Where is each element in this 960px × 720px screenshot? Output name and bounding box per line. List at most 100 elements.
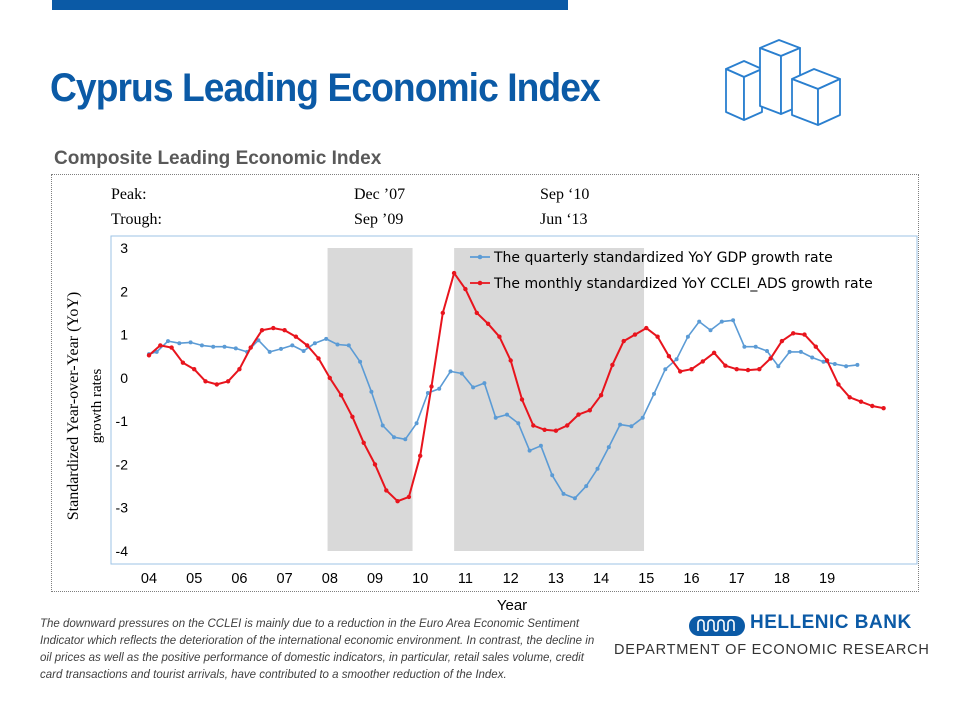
series-2-point xyxy=(734,367,739,372)
chart-frame xyxy=(51,174,919,592)
series-1-point xyxy=(267,349,272,354)
series-2-point xyxy=(451,270,457,276)
series-1-point xyxy=(674,357,679,362)
series-1-point xyxy=(742,344,747,349)
series-1-point xyxy=(256,338,261,343)
plot-area xyxy=(110,235,918,565)
y-axis-title-line2: growth rates xyxy=(89,369,105,444)
y-tick-label: 1 xyxy=(120,327,128,343)
y-tick-label: -2 xyxy=(116,456,129,472)
x-tick-label: 14 xyxy=(593,571,609,587)
series-2-point xyxy=(847,395,852,400)
series-2-point xyxy=(497,334,502,339)
trough-date-1: Sep ’09 xyxy=(354,211,404,228)
series-1-point xyxy=(448,369,453,374)
series-2-point xyxy=(711,350,717,355)
series-2-point xyxy=(180,360,186,365)
x-tick-label: 08 xyxy=(322,571,338,587)
series-2-point xyxy=(508,358,513,363)
x-tick-label: 15 xyxy=(638,571,654,587)
chart-subtitle: Composite Leading Economic Index xyxy=(54,148,382,169)
series-1-point xyxy=(685,334,690,339)
series-1-point xyxy=(765,349,769,353)
series-1-point xyxy=(538,443,543,448)
peak-label: Peak: xyxy=(111,186,147,203)
series-2-point xyxy=(881,406,886,411)
series-2-point xyxy=(316,356,321,361)
x-tick-label: 13 xyxy=(548,571,564,587)
series-2-point xyxy=(700,359,705,364)
peak-date-1: Dec ’07 xyxy=(354,186,406,203)
y-tick-label: -1 xyxy=(116,413,129,429)
legend-marker-1 xyxy=(477,254,483,260)
series-2-point xyxy=(779,338,785,344)
series-2-point xyxy=(406,494,412,500)
series-line-1 xyxy=(148,319,858,499)
peak-date-2: Sep ‘10 xyxy=(540,186,590,203)
x-tick-label: 12 xyxy=(503,571,519,587)
series-1-point xyxy=(369,389,374,394)
series-1-point xyxy=(279,346,283,351)
series-2-point xyxy=(723,363,728,368)
series-2-point xyxy=(293,334,299,339)
series-2-point xyxy=(418,453,423,458)
series-2-point xyxy=(791,331,796,336)
x-tick-label: 19 xyxy=(819,571,835,587)
series-2-point xyxy=(361,440,366,445)
x-tick-label: 07 xyxy=(277,571,293,587)
y-tick-label: 3 xyxy=(120,240,128,256)
series-2-point xyxy=(282,328,287,333)
series-2-point xyxy=(463,286,468,292)
series-2-point xyxy=(327,375,332,381)
series-1-point xyxy=(346,343,351,348)
series-1-point xyxy=(358,359,363,364)
page-title: Cyprus Leading Economic Index xyxy=(50,66,601,110)
series-1-point xyxy=(652,391,656,396)
series-1-point xyxy=(640,415,645,420)
series-1-point xyxy=(731,318,736,323)
series-1-point xyxy=(855,362,860,367)
trough-date-2: Jun ‘13 xyxy=(540,211,588,228)
series-2-point xyxy=(813,344,818,349)
top-accent-bar xyxy=(52,0,568,10)
x-tick-label: 06 xyxy=(231,571,247,587)
series-2-point xyxy=(587,408,592,413)
series-2-point xyxy=(237,367,242,372)
footnote-text: The downward pressures on the CCLEI is m… xyxy=(40,618,595,681)
x-tick-label: 11 xyxy=(458,571,473,587)
series-2-point xyxy=(768,356,773,361)
series-2-point xyxy=(531,423,536,428)
series-1-point xyxy=(832,362,837,366)
series-1-point xyxy=(335,342,340,347)
series-1-point xyxy=(844,364,849,369)
series-1-point xyxy=(776,364,781,369)
x-tick-label: 18 xyxy=(774,571,790,587)
series-1-point xyxy=(188,340,193,345)
series-1-point xyxy=(222,344,227,349)
series-1-point xyxy=(708,328,713,333)
shaded-period-1 xyxy=(327,248,413,551)
series-2-point xyxy=(632,332,638,337)
series-1-point xyxy=(177,341,182,346)
series-2-point xyxy=(836,382,841,387)
series-2-point xyxy=(429,384,434,389)
series-1-point xyxy=(301,349,306,353)
series-1-point xyxy=(166,339,170,344)
series-2-point xyxy=(666,354,672,359)
series-2-point xyxy=(248,345,253,350)
series-1-point xyxy=(505,412,509,417)
series-2-point xyxy=(610,362,615,368)
series-2-point xyxy=(169,345,174,350)
series-1-point xyxy=(516,421,521,426)
series-1-point xyxy=(550,473,555,478)
series-2-point xyxy=(644,325,649,331)
bank-name: HELLENIC BANK xyxy=(750,612,912,633)
shaded-period-2 xyxy=(454,248,645,551)
series-2-point xyxy=(203,379,208,384)
series-2-point xyxy=(372,462,378,467)
x-tick-label: 04 xyxy=(141,571,157,587)
legend-label-2: The monthly standardized YoY CCLEI_ADS g… xyxy=(493,276,873,292)
series-1-point xyxy=(471,385,476,390)
series-1-point xyxy=(798,349,803,354)
y-axis-title-line1: Standardized Year-over-Year (YoY) xyxy=(65,292,82,521)
